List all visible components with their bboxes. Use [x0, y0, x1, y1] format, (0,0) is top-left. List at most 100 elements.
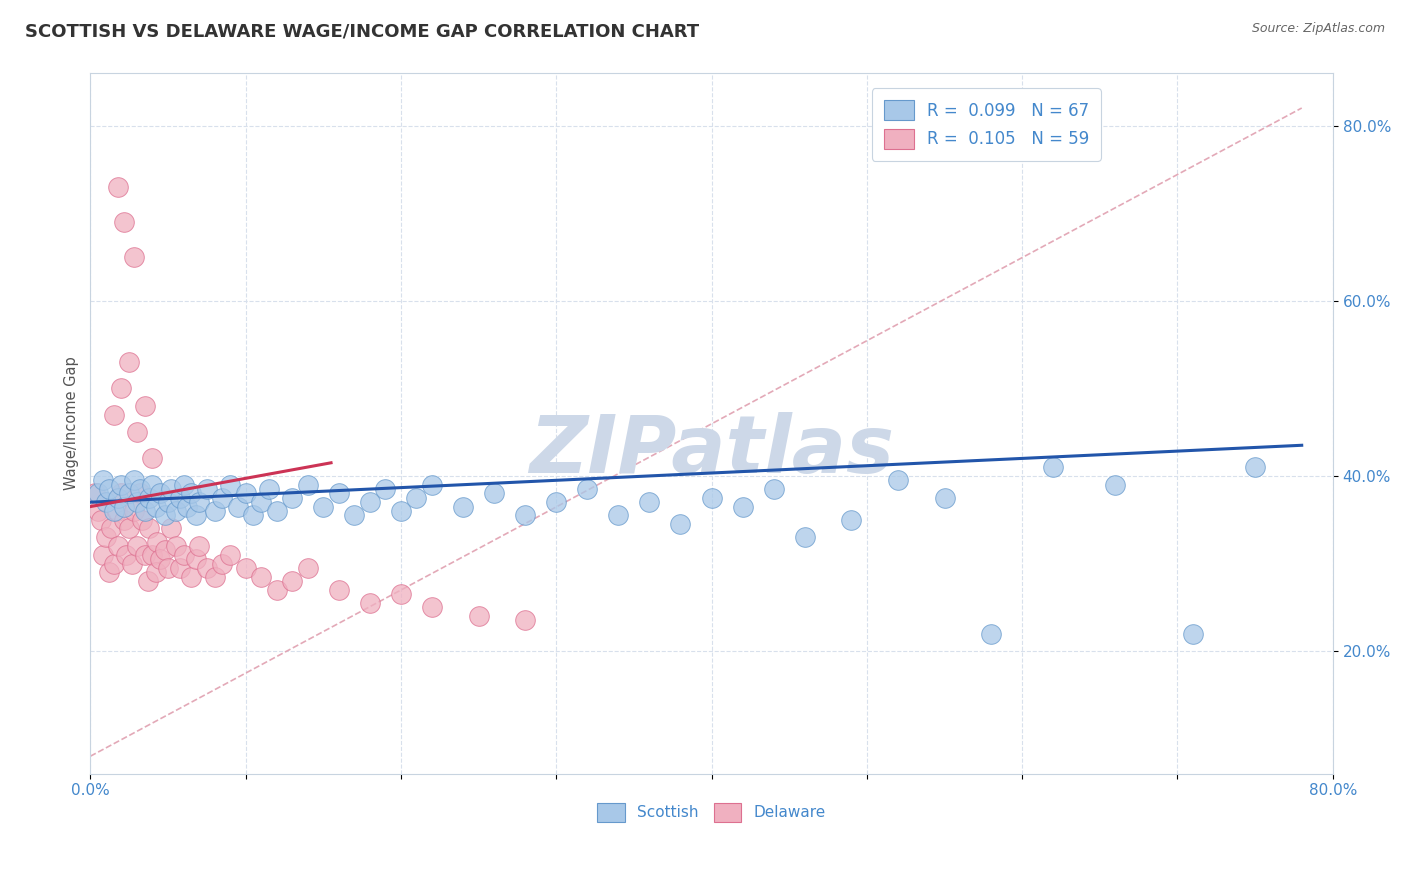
Point [156, 561, 179, 575]
Point [257, 482, 280, 496]
Point [669, 517, 692, 532]
Point [87, 486, 110, 500]
Point [343, 508, 366, 523]
Point [211, 491, 233, 505]
Point [188, 495, 211, 509]
Point [121, 557, 143, 571]
Point [134, 399, 156, 413]
Point [195, 561, 218, 575]
Point [122, 250, 145, 264]
Text: SCOTTISH VS DELAWARE WAGE/INCOME GAP CORRELATION CHART: SCOTTISH VS DELAWARE WAGE/INCOME GAP COR… [25, 22, 699, 40]
Point [141, 548, 163, 562]
Point [235, 561, 257, 575]
Point [1182, 626, 1205, 640]
Point [141, 477, 163, 491]
Point [219, 477, 242, 491]
Point [107, 539, 129, 553]
Point [97, 566, 120, 580]
Point [266, 504, 288, 518]
Point [114, 500, 136, 514]
Point [359, 495, 381, 509]
Point [839, 513, 862, 527]
Point [103, 408, 125, 422]
Point [515, 508, 537, 523]
Point [250, 569, 273, 583]
Point [173, 477, 195, 491]
Point [160, 521, 183, 535]
Point [156, 495, 179, 509]
Point [94, 495, 117, 509]
Point [184, 552, 207, 566]
Point [97, 482, 120, 496]
Point [482, 486, 505, 500]
Point [328, 486, 350, 500]
Point [184, 508, 207, 523]
Point [195, 482, 218, 496]
Point [125, 425, 148, 439]
Point [122, 473, 145, 487]
Point [110, 477, 132, 491]
Point [165, 504, 187, 518]
Point [110, 486, 132, 500]
Point [110, 381, 132, 395]
Point [136, 574, 159, 588]
Text: ZIPatlas: ZIPatlas [529, 412, 894, 491]
Point [91, 473, 114, 487]
Point [762, 482, 785, 496]
Point [420, 477, 443, 491]
Point [281, 491, 304, 505]
Point [638, 495, 661, 509]
Point [235, 486, 257, 500]
Point [91, 548, 114, 562]
Point [731, 500, 754, 514]
Point [607, 508, 630, 523]
Point [118, 521, 141, 535]
Point [149, 552, 172, 566]
Point [103, 557, 125, 571]
Point [389, 587, 412, 601]
Point [115, 548, 138, 562]
Point [90, 513, 112, 527]
Point [103, 504, 125, 518]
Point [173, 548, 195, 562]
Point [153, 508, 176, 523]
Point [100, 521, 122, 535]
Point [129, 486, 152, 500]
Point [887, 473, 910, 487]
Point [149, 486, 172, 500]
Point [1042, 460, 1064, 475]
Point [188, 539, 211, 553]
Point [180, 569, 202, 583]
Point [138, 521, 160, 535]
Point [389, 504, 412, 518]
Point [328, 582, 350, 597]
Point [138, 491, 160, 505]
Point [134, 548, 156, 562]
Point [934, 491, 956, 505]
Point [700, 491, 723, 505]
Point [297, 561, 319, 575]
Point [250, 495, 273, 509]
Point [169, 491, 191, 505]
Point [122, 504, 145, 518]
Point [107, 179, 129, 194]
Point [118, 355, 141, 369]
Point [105, 504, 128, 518]
Point [546, 495, 568, 509]
Point [211, 557, 233, 571]
Point [420, 600, 443, 615]
Point [145, 566, 167, 580]
Point [576, 482, 599, 496]
Point [297, 477, 319, 491]
Point [141, 451, 163, 466]
Point [451, 500, 474, 514]
Point [281, 574, 304, 588]
Point [84, 486, 107, 500]
Point [242, 508, 264, 523]
Point [169, 561, 191, 575]
Point [125, 539, 148, 553]
Point [87, 504, 110, 518]
Point [359, 596, 381, 610]
Point [146, 534, 169, 549]
Point [980, 626, 1002, 640]
